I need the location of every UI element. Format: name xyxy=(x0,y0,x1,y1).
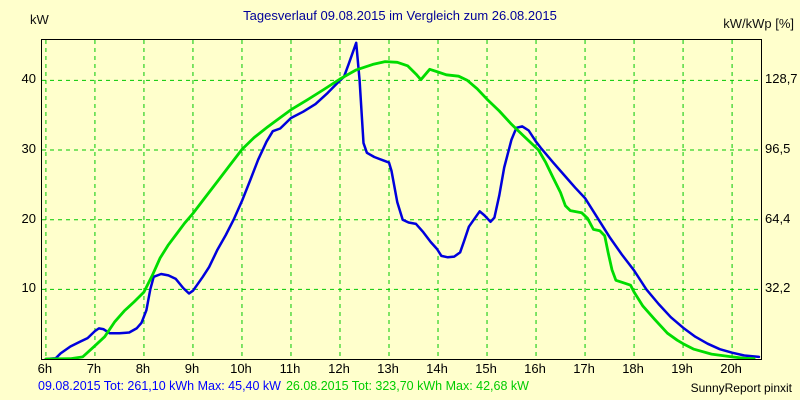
left-axis-unit-label: kW xyxy=(30,12,49,27)
x-axis-tick-label: 8h xyxy=(135,361,151,376)
right-axis-tick-label: 128,7 xyxy=(765,71,798,87)
x-axis-tick-label: 15h xyxy=(475,361,497,376)
x-axis-tick-label: 18h xyxy=(622,361,644,376)
x-axis-tick-label: 17h xyxy=(573,361,595,376)
x-axis-tick-label: 6h xyxy=(37,361,53,376)
left-axis-tick-label: 20 xyxy=(21,210,36,226)
line-chart-svg xyxy=(42,40,761,359)
left-axis-tick-label: 40 xyxy=(21,71,36,87)
right-axis-tick-label: 32,2 xyxy=(765,280,791,296)
series-line-09.08.2015 xyxy=(44,41,761,359)
series-line-26.08.2015 xyxy=(44,60,756,359)
x-axis-tick-label: 19h xyxy=(671,361,693,376)
x-axis-tick-label: 14h xyxy=(426,361,448,376)
x-axis-tick-label: 20h xyxy=(720,361,742,376)
plot-area xyxy=(41,39,762,360)
series1-summary: 09.08.2015 Tot: 261,10 kWh Max: 45,40 kW xyxy=(38,379,281,393)
x-axis-tick-label: 13h xyxy=(377,361,399,376)
left-axis-tick-label: 10 xyxy=(21,280,36,296)
x-axis-tick-label: 16h xyxy=(524,361,546,376)
right-axis-tick-label: 96,5 xyxy=(765,141,791,157)
footer-summary: 09.08.2015 Tot: 261,10 kWh Max: 45,40 kW… xyxy=(38,379,529,393)
x-axis-tick-label: 9h xyxy=(184,361,200,376)
series2-summary: 26.08.2015 Tot: 323,70 kWh Max: 42,68 kW xyxy=(285,379,529,393)
credit-label: SunnyReport pinxit xyxy=(690,381,792,395)
right-axis-unit-label: kW/kWp [%] xyxy=(723,16,794,31)
x-axis-tick-label: 7h xyxy=(86,361,102,376)
x-axis-tick-label: 11h xyxy=(279,361,301,376)
x-axis-tick-label: 12h xyxy=(328,361,350,376)
x-axis-tick-label: 10h xyxy=(230,361,252,376)
right-axis-tick-label: 64,4 xyxy=(765,210,791,226)
left-axis-tick-label: 30 xyxy=(21,141,36,157)
chart-title: Tagesverlauf 09.08.2015 im Vergleich zum… xyxy=(243,8,557,23)
